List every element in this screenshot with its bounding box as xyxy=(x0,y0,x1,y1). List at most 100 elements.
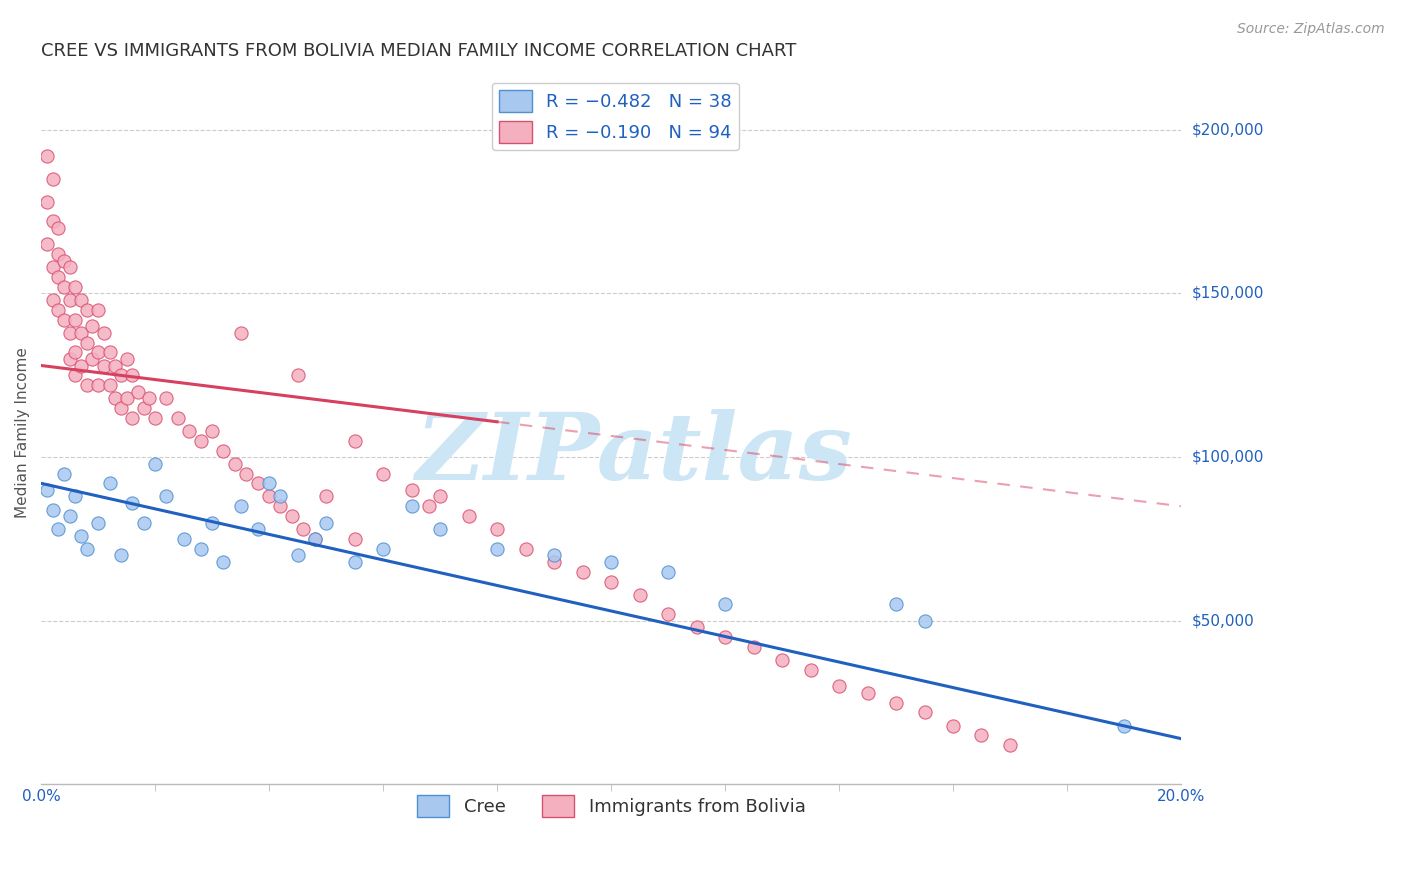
Point xyxy=(46,270,69,285)
Point xyxy=(35,237,58,252)
Point xyxy=(287,368,309,383)
Point xyxy=(87,345,110,359)
Point xyxy=(155,391,177,405)
Point xyxy=(87,378,110,392)
Point xyxy=(104,391,127,405)
Point xyxy=(429,490,451,504)
Point xyxy=(65,312,87,326)
Point xyxy=(52,467,75,481)
Point xyxy=(628,588,651,602)
Point xyxy=(70,359,93,373)
Point xyxy=(59,293,82,307)
Point xyxy=(457,509,479,524)
Point xyxy=(173,532,195,546)
Point xyxy=(155,490,177,504)
Point xyxy=(515,541,537,556)
Point xyxy=(65,280,87,294)
Point xyxy=(41,260,63,275)
Point xyxy=(76,541,98,556)
Point xyxy=(229,326,252,340)
Point xyxy=(998,738,1021,752)
Point xyxy=(343,555,366,569)
Point xyxy=(714,630,737,644)
Point xyxy=(46,247,69,261)
Point xyxy=(828,679,851,693)
Point xyxy=(35,483,58,497)
Point xyxy=(46,221,69,235)
Point xyxy=(110,401,132,415)
Point xyxy=(87,302,110,317)
Point xyxy=(212,555,235,569)
Point xyxy=(856,686,879,700)
Point xyxy=(343,434,366,448)
Point xyxy=(770,653,793,667)
Point xyxy=(429,522,451,536)
Point xyxy=(138,391,160,405)
Point xyxy=(59,351,82,366)
Point xyxy=(257,490,280,504)
Point xyxy=(315,490,337,504)
Point xyxy=(269,500,291,514)
Point xyxy=(52,312,75,326)
Point xyxy=(110,549,132,563)
Point xyxy=(41,214,63,228)
Point xyxy=(371,541,394,556)
Point xyxy=(486,541,509,556)
Point xyxy=(104,359,127,373)
Text: $100,000: $100,000 xyxy=(1192,450,1264,465)
Point xyxy=(132,516,155,530)
Point xyxy=(884,696,907,710)
Point xyxy=(87,516,110,530)
Point xyxy=(1112,718,1135,732)
Point xyxy=(121,496,143,510)
Y-axis label: Median Family Income: Median Family Income xyxy=(15,347,30,518)
Point xyxy=(304,532,326,546)
Point xyxy=(76,335,98,350)
Point xyxy=(970,728,993,742)
Point xyxy=(401,483,423,497)
Point xyxy=(52,253,75,268)
Text: Source: ZipAtlas.com: Source: ZipAtlas.com xyxy=(1237,22,1385,37)
Point xyxy=(93,359,115,373)
Point xyxy=(115,391,138,405)
Point xyxy=(685,620,707,634)
Point xyxy=(543,549,565,563)
Point xyxy=(486,522,509,536)
Point xyxy=(235,467,257,481)
Point xyxy=(315,516,337,530)
Text: $200,000: $200,000 xyxy=(1192,122,1264,137)
Point xyxy=(143,457,166,471)
Point xyxy=(98,378,121,392)
Point xyxy=(229,500,252,514)
Point xyxy=(143,410,166,425)
Point xyxy=(543,555,565,569)
Point xyxy=(52,280,75,294)
Point xyxy=(76,302,98,317)
Point xyxy=(418,500,440,514)
Point xyxy=(742,640,765,654)
Point xyxy=(65,368,87,383)
Point xyxy=(82,319,104,334)
Point xyxy=(41,172,63,186)
Point xyxy=(98,476,121,491)
Point xyxy=(571,565,593,579)
Point xyxy=(657,607,679,622)
Point xyxy=(65,345,87,359)
Point xyxy=(46,522,69,536)
Point xyxy=(287,549,309,563)
Point xyxy=(884,598,907,612)
Point xyxy=(292,522,315,536)
Point xyxy=(343,532,366,546)
Point xyxy=(41,293,63,307)
Point xyxy=(190,434,212,448)
Legend: Cree, Immigrants from Bolivia: Cree, Immigrants from Bolivia xyxy=(409,789,813,825)
Point xyxy=(942,718,965,732)
Point xyxy=(799,663,821,677)
Text: $150,000: $150,000 xyxy=(1192,286,1264,301)
Text: CREE VS IMMIGRANTS FROM BOLIVIA MEDIAN FAMILY INCOME CORRELATION CHART: CREE VS IMMIGRANTS FROM BOLIVIA MEDIAN F… xyxy=(41,42,796,60)
Point xyxy=(121,410,143,425)
Point xyxy=(600,555,623,569)
Point xyxy=(76,378,98,392)
Point xyxy=(70,293,93,307)
Point xyxy=(401,500,423,514)
